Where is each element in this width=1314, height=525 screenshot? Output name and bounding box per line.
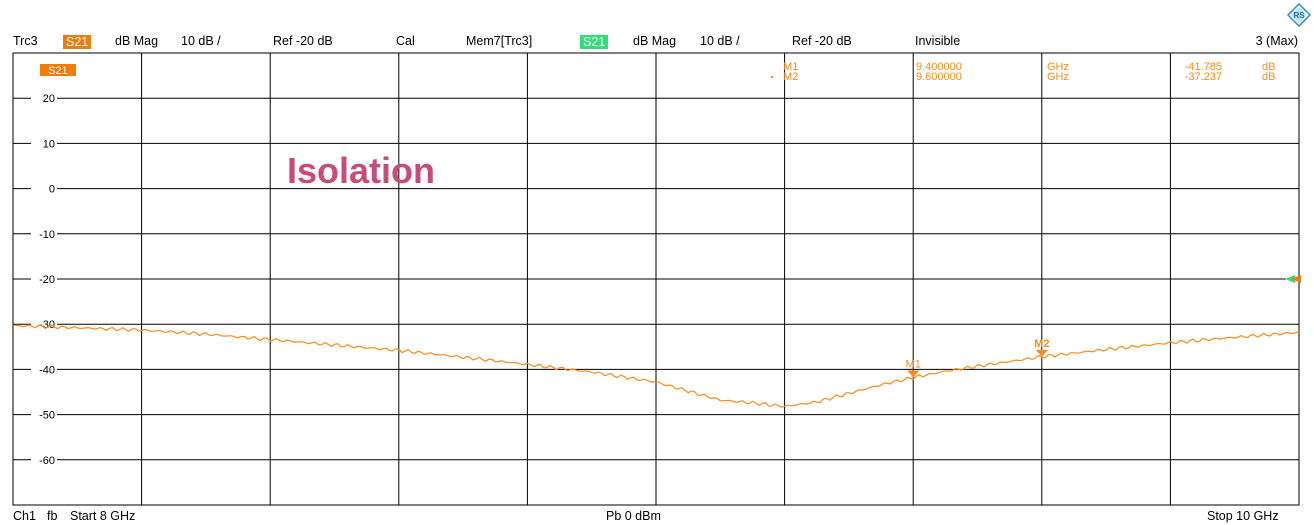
ref-label[interactable]: Ref -20 dB: [273, 34, 333, 48]
marker-table-frequency: 9.400000: [916, 61, 962, 73]
mem-ref-label[interactable]: Ref -20 dB: [792, 34, 852, 48]
mem-scale-label[interactable]: 10 dB /: [700, 34, 740, 48]
tick-label-background: [31, 92, 57, 105]
power-label[interactable]: Pb 0 dBm: [606, 509, 661, 523]
y-tick-label: -60: [39, 455, 55, 467]
tick-label-background: [31, 318, 57, 331]
tick-label-background: [31, 408, 57, 421]
y-tick-label: 20: [43, 93, 55, 105]
marker-table-value-unit: dB: [1262, 61, 1275, 73]
tick-label-background: [31, 137, 57, 150]
y-tick-label: 10: [43, 138, 55, 150]
y-tick-label: -40: [39, 364, 55, 376]
marker-label[interactable]: M1: [906, 358, 921, 370]
format-label[interactable]: dB Mag: [115, 34, 159, 48]
tick-label-background: [31, 227, 57, 240]
trace-label[interactable]: Trc3: [13, 34, 38, 48]
tick-label-background: [31, 453, 57, 466]
mem-trace-label[interactable]: Mem7[Trc3]: [466, 34, 533, 48]
marker-table-name[interactable]: M1: [783, 61, 798, 73]
y-tick-label: -10: [39, 229, 55, 241]
mem-ref-level-arrow-icon[interactable]: [1285, 275, 1295, 283]
marker-triangle-icon[interactable]: [1035, 349, 1048, 357]
tick-label-background: [31, 182, 57, 195]
marker-triangle-icon[interactable]: [907, 370, 920, 378]
trace-info-bar: Trc3 S21 dB Mag 10 dB / Ref -20 dB Cal M…: [0, 33, 1314, 50]
tick-label-background: [31, 363, 57, 376]
marker-table-name[interactable]: M2: [783, 71, 798, 83]
marker-label[interactable]: M2: [1034, 338, 1049, 350]
active-marker-dot-icon: [770, 75, 774, 79]
marker-table-frequency-unit: GHz: [1047, 61, 1069, 73]
start-freq-label[interactable]: Start 8 GHz: [70, 509, 136, 523]
cal-label: Cal: [396, 34, 415, 48]
s21-trace-line[interactable]: [12, 324, 1300, 408]
ref-level-arrow-icon[interactable]: [1291, 275, 1301, 283]
marker-table-frequency: 9.600000: [916, 71, 962, 83]
channel-info-bar: Ch1 fb Start 8 GHz Pb 0 dBm Stop 10 GHz: [0, 508, 1314, 525]
marker-table-value-unit: dB: [1262, 71, 1275, 83]
marker-table-frequency-unit: GHz: [1047, 71, 1069, 83]
stop-freq-label[interactable]: Stop 10 GHz: [1207, 509, 1279, 523]
param-badge-label: S21: [63, 35, 92, 49]
isolation-annotation: Isolation: [287, 150, 435, 191]
y-tick-label: -30: [39, 319, 55, 331]
mem-param-badge-label: S21: [580, 35, 609, 49]
y-tick-label: -50: [39, 410, 55, 422]
marker-table-value: -37.237: [1185, 71, 1222, 83]
mem-state-label: Invisible: [915, 34, 961, 48]
tick-label-background: [31, 273, 57, 285]
channel-label[interactable]: Ch1: [13, 509, 36, 523]
svg-text:RS: RS: [1293, 11, 1305, 20]
y-tick-label: 0: [49, 184, 55, 196]
y-tick-label: -20: [39, 274, 55, 286]
marker-table-value: -41.785: [1185, 61, 1222, 73]
scale-label[interactable]: 10 dB /: [181, 34, 221, 48]
plot-trace-badge-label: S21: [48, 65, 68, 77]
rohde-schwarz-logo-icon: RS: [1286, 2, 1312, 28]
mem-format-label[interactable]: dB Mag: [633, 34, 677, 48]
fb-label: fb: [47, 509, 58, 523]
plot-trace-badge[interactable]: [40, 64, 76, 76]
window-max-label[interactable]: 3 (Max): [1255, 34, 1298, 48]
